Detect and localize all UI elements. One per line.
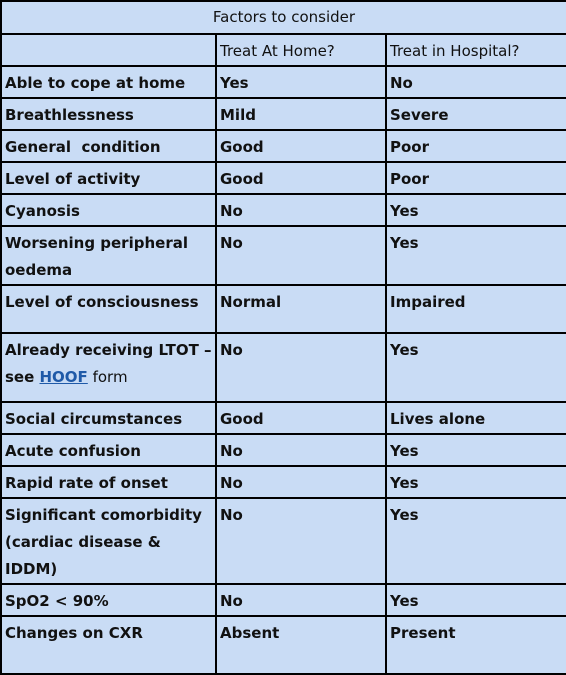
table-header-row: Treat At Home? Treat in Hospital? xyxy=(0,33,566,67)
hospital-cell: Yes xyxy=(384,332,566,403)
factor-cell: Changes on CXR xyxy=(0,615,217,675)
table-row: Social circumstances Good Lives alone xyxy=(0,401,566,435)
table-row: Significant comorbidity (cardiac disease… xyxy=(0,497,566,585)
table-row: Rapid rate of onset No Yes xyxy=(0,465,566,499)
table-row: Level of consciousness Normal Impaired xyxy=(0,284,566,334)
home-cell: Normal xyxy=(215,284,387,334)
hoof-link[interactable]: HOOF xyxy=(39,368,88,386)
factor-cell: General condition xyxy=(0,129,217,163)
hospital-cell: Lives alone xyxy=(384,401,566,435)
table-row: Worsening peripheral oedema No Yes xyxy=(0,225,566,286)
factor-cell: Cyanosis xyxy=(0,193,217,227)
home-cell: No xyxy=(215,332,387,403)
hospital-cell: No xyxy=(384,65,566,99)
table-row: General condition Good Poor xyxy=(0,129,566,163)
header-treat-at-home: Treat At Home? xyxy=(215,33,387,67)
table-row: Acute confusion No Yes xyxy=(0,433,566,467)
hospital-cell: Present xyxy=(384,615,566,675)
home-cell: Absent xyxy=(215,615,387,675)
factor-cell: Rapid rate of onset xyxy=(0,465,217,499)
factor-cell: Social circumstances xyxy=(0,401,217,435)
home-cell: Mild xyxy=(215,97,387,131)
table-title: Factors to consider xyxy=(0,0,566,35)
home-cell: Good xyxy=(215,401,387,435)
table-title-row: Factors to consider xyxy=(0,0,566,35)
home-cell: Yes xyxy=(215,65,387,99)
table-row: Able to cope at home Yes No xyxy=(0,65,566,99)
home-cell: No xyxy=(215,433,387,467)
header-factor xyxy=(0,33,217,67)
home-cell: No xyxy=(215,497,387,585)
factor-cell: Able to cope at home xyxy=(0,65,217,99)
factor-cell: Significant comorbidity (cardiac disease… xyxy=(0,497,217,585)
factor-cell: Breathlessness xyxy=(0,97,217,131)
table-row: SpO2 < 90% No Yes xyxy=(0,583,566,617)
factor-cell: SpO2 < 90% xyxy=(0,583,217,617)
table-row: Changes on CXR Absent Present xyxy=(0,615,566,675)
home-cell: No xyxy=(215,225,387,286)
factor-cell: Level of activity xyxy=(0,161,217,195)
hospital-cell: Yes xyxy=(384,225,566,286)
factor-cell: Level of consciousness xyxy=(0,284,217,334)
home-cell: Good xyxy=(215,129,387,163)
factor-cell: Already receiving LTOT – see HOOF form xyxy=(0,332,217,403)
hospital-cell: Yes xyxy=(384,583,566,617)
table-row: Already receiving LTOT – see HOOF form N… xyxy=(0,332,566,403)
table-row: Breathlessness Mild Severe xyxy=(0,97,566,131)
hospital-cell: Poor xyxy=(384,129,566,163)
hospital-cell: Yes xyxy=(384,433,566,467)
hospital-cell: Impaired xyxy=(384,284,566,334)
hospital-cell: Severe xyxy=(384,97,566,131)
header-treat-in-hospital: Treat in Hospital? xyxy=(384,33,566,67)
form-text: form xyxy=(87,368,128,386)
home-cell: No xyxy=(215,465,387,499)
factor-cell: Acute confusion xyxy=(0,433,217,467)
home-cell: Good xyxy=(215,161,387,195)
hospital-cell: Yes xyxy=(384,497,566,585)
hospital-cell: Yes xyxy=(384,465,566,499)
hospital-cell: Poor xyxy=(384,161,566,195)
table-row: Level of activity Good Poor xyxy=(0,161,566,195)
hospital-cell: Yes xyxy=(384,193,566,227)
factor-cell: Worsening peripheral oedema xyxy=(0,225,217,286)
table-row: Cyanosis No Yes xyxy=(0,193,566,227)
home-cell: No xyxy=(215,193,387,227)
home-cell: No xyxy=(215,583,387,617)
ltot-text: Already receiving LTOT – see xyxy=(5,341,212,386)
